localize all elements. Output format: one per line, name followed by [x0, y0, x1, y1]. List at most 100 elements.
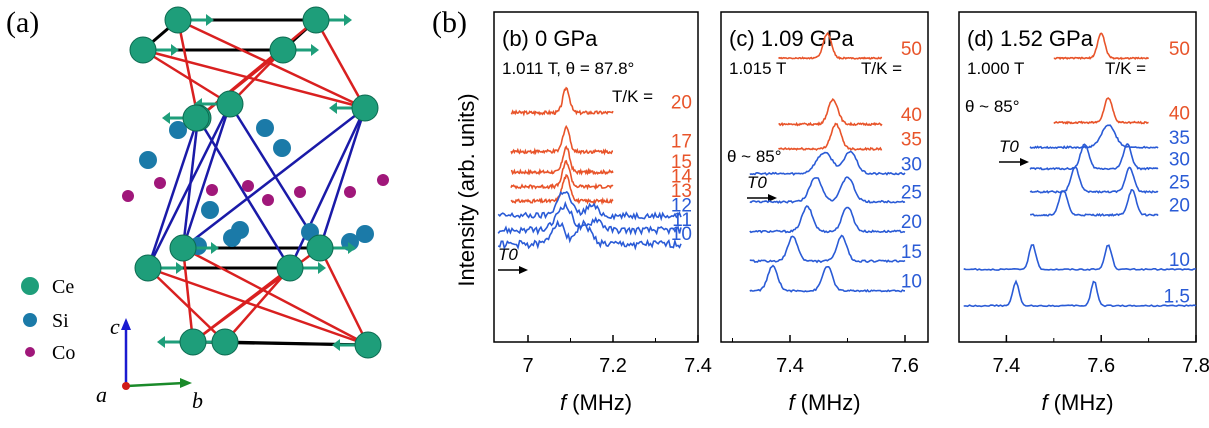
spectrum-line — [1029, 143, 1159, 171]
legend-ce-marker — [21, 277, 39, 295]
si-atom — [201, 201, 219, 219]
a-axis-label: a — [96, 382, 107, 407]
temperature-label: 20 — [1169, 196, 1190, 217]
spectrum-line — [963, 244, 1197, 271]
temperature-label: 12 — [671, 195, 692, 216]
magnetic-moment-arrowhead — [332, 339, 340, 351]
plot-frame — [958, 11, 1197, 343]
x-axis-label: f (MHz) — [788, 390, 860, 415]
bond-blue — [181, 103, 232, 249]
spectrum-line — [510, 145, 614, 176]
temperature-label: 30 — [1169, 149, 1190, 170]
bond-blue — [318, 107, 367, 249]
x-axis-label: f (MHz) — [560, 390, 632, 415]
ce-atom — [182, 104, 210, 132]
magnetic-moment-arrowhead — [318, 262, 326, 274]
ce-atom — [129, 36, 157, 64]
a-axis-dot — [122, 382, 130, 390]
ce-atom — [169, 234, 197, 262]
temperature-label: 14 — [671, 166, 693, 187]
bond-red — [177, 18, 366, 110]
temperature-label: 50 — [901, 39, 922, 60]
si-atom — [356, 225, 374, 243]
panel-subtitle: 1.011 T, θ = 87.8° — [502, 59, 634, 78]
spectrum-line — [778, 122, 883, 152]
legend-si-marker — [23, 313, 37, 327]
spectra-panel-109gpa: 7.4 7.6 f (MHz) (c) 1.09 GPa 1.015 T T/K = θ ~… — [720, 11, 929, 415]
axes-triad: c a b — [96, 314, 203, 413]
bond-red — [181, 247, 195, 343]
temperature-header: T/K = — [861, 59, 902, 78]
spectrum-line — [749, 264, 905, 293]
legend-ce-label: Ce — [52, 276, 74, 298]
magnetic-moment-arrowhead — [329, 102, 337, 114]
temperature-label: 20 — [671, 92, 692, 113]
t0-label: T0 — [498, 245, 518, 264]
spectra-panel-152gpa: 7.4 7.6 7.8 f (MHz) (d) 1.52 GPa 1.000 T T/K =… — [958, 11, 1209, 415]
t0-arrowhead — [519, 266, 528, 274]
spectrum-line — [749, 234, 906, 264]
x-tick-label: 7.4 — [776, 355, 804, 377]
ce-atom — [134, 254, 162, 282]
spectrum-line — [1029, 124, 1159, 150]
legend-co-label: Co — [52, 342, 75, 364]
si-atom — [223, 229, 241, 247]
ce-atom — [179, 328, 207, 356]
bond-blue — [288, 107, 367, 269]
bond-red — [197, 49, 284, 119]
temperature-label: 17 — [671, 131, 692, 152]
spectrum-line — [778, 98, 883, 127]
bond-red — [318, 247, 370, 346]
temperature-label: 35 — [901, 130, 922, 151]
spectrum-line — [497, 190, 682, 222]
spectra-panel-label: (b) — [432, 6, 467, 39]
temperature-label: 15 — [901, 242, 922, 263]
temperature-label: 1.5 — [1164, 286, 1190, 307]
panel-subtitle: 1.015 T — [729, 59, 786, 78]
x-tick-label: 7.6 — [1087, 355, 1115, 377]
co-atom — [377, 174, 389, 186]
temperature-label: 10 — [901, 272, 922, 293]
bond-red — [147, 267, 226, 343]
theta-label: θ ~ 85° — [727, 147, 782, 166]
t0-label: T0 — [999, 137, 1019, 156]
co-atom — [262, 194, 274, 206]
bond-red — [224, 267, 291, 343]
co-atom — [294, 186, 306, 198]
temperature-label: 10 — [671, 224, 692, 245]
spectrum-line — [749, 176, 906, 204]
temperature-label: 25 — [901, 182, 922, 203]
spectra-panel-0gpa: 7 7.2 7.4 f (MHz) (b) 0 GPa 1.011 T, θ = 87.8… — [493, 11, 712, 415]
co-atom — [206, 184, 218, 196]
c-axis-arrowhead — [121, 318, 131, 330]
ce-atom — [269, 36, 297, 64]
t0-arrowhead — [768, 194, 777, 202]
panel-subtitle: 1.000 T — [967, 59, 1024, 78]
spectrum-line — [510, 173, 614, 206]
bond-blue — [196, 117, 292, 269]
temperature-header: T/K = — [612, 87, 653, 106]
spectrum-line — [749, 205, 906, 234]
structure-panel-label: (a) — [6, 6, 39, 39]
temperature-label: 20 — [901, 212, 922, 233]
bond-red — [314, 19, 367, 109]
co-atom — [154, 177, 166, 189]
y-axis-label: Intensity (arb. units) — [454, 93, 479, 286]
temperature-label: 30 — [901, 154, 922, 175]
panel-title: (c) 1.09 GPa — [729, 26, 854, 51]
temperature-label: 10 — [1169, 250, 1190, 271]
ce-atom — [354, 331, 382, 359]
magnetic-moment-arrowhead — [157, 336, 165, 348]
ce-atom — [276, 254, 304, 282]
b-axis-label: b — [192, 388, 203, 413]
b-axis-arrowhead — [180, 378, 192, 388]
temperature-label: 11 — [672, 210, 692, 231]
crystal-structure-panel: (a) Ce Si Co c a b — [6, 6, 389, 413]
x-axis-label: f (MHz) — [1041, 390, 1113, 415]
bond-blue — [146, 117, 200, 269]
temperature-label: 15 — [671, 152, 692, 173]
x-tick-label: 7 — [522, 355, 533, 377]
atom-legend: Ce Si Co — [21, 276, 75, 364]
t0-arrowhead — [1020, 158, 1029, 166]
spectrum-line — [1053, 97, 1149, 125]
